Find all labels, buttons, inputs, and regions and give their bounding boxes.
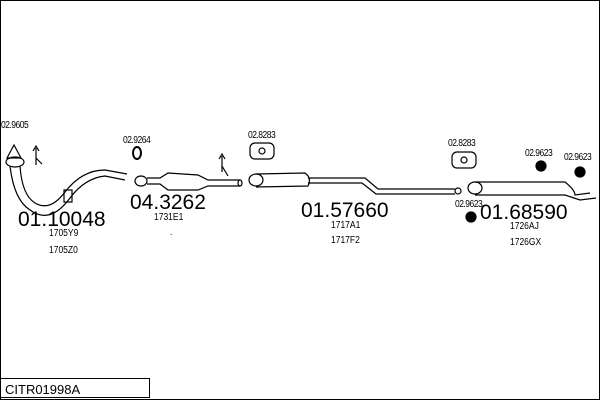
accessory-label: 02.8283: [248, 130, 276, 141]
part-ref: 1717A1: [331, 220, 361, 231]
accessory-label: 02.9605: [1, 120, 29, 131]
part-number: 01.10048: [18, 208, 106, 231]
accessory-label: 02.9264: [123, 135, 151, 146]
clamp-icon: [249, 142, 275, 160]
part-number: 01.68590: [480, 201, 568, 224]
center-muffler-drawing: [248, 172, 462, 195]
part-ref: 1726GX: [510, 237, 542, 248]
hanger-icon: [32, 144, 43, 165]
part-ref: 1705Y9: [49, 228, 79, 239]
part-ref: 1705Z0: [49, 245, 78, 256]
catalyst-drawing: [134, 172, 243, 191]
front-pipe-drawing: [5, 156, 128, 216]
diagram-code: CITR01998A: [0, 378, 150, 398]
accessory-label: 02.9623: [564, 152, 592, 163]
part-ref: .: [170, 227, 173, 238]
rubber-mount-icon: [574, 166, 586, 178]
part-number: 04.3262: [130, 191, 206, 214]
rear-muffler-drawing: [467, 181, 597, 201]
rubber-mount-icon: [535, 160, 547, 172]
hanger-icon: [218, 152, 229, 177]
part-ref: 1717F2: [331, 235, 360, 246]
part-ref: 1726AJ: [510, 221, 539, 232]
rubber-mount-icon: [465, 211, 477, 223]
gasket-icon: [5, 143, 23, 159]
ring-icon: [132, 146, 142, 160]
clamp-icon: [451, 151, 477, 169]
accessory-label: 02.9623: [525, 148, 553, 159]
part-ref: 1731E1: [154, 212, 184, 223]
accessory-label: 02.9623: [455, 199, 483, 210]
part-number: 01.57660: [301, 199, 389, 222]
accessory-label: 02.8283: [448, 138, 476, 149]
